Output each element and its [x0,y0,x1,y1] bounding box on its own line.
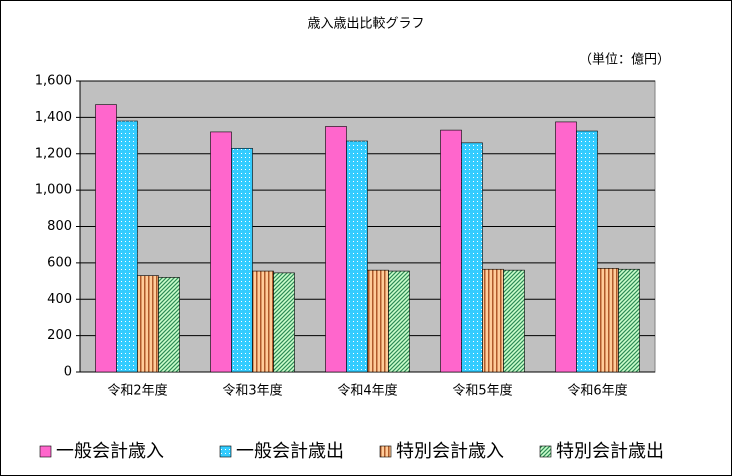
bar [388,270,410,373]
bar [482,268,504,373]
y-tick-label: 200 [47,328,72,343]
x-tick-label: 令和3年度 [222,383,282,399]
unit-label: （単位：億円） [579,52,670,68]
legend-swatch [379,445,392,458]
x-tick-label: 令和4年度 [337,383,397,399]
bar [367,269,389,373]
y-tick-label: 1,200 [35,146,72,161]
bar [325,126,347,373]
bar [231,147,253,373]
y-tick-label: 400 [47,292,72,307]
legend-label: 一般会計歳入 [56,441,164,462]
legend-swatch [39,445,52,458]
y-tick-label: 800 [47,219,72,234]
bar [95,104,117,373]
x-tick-label: 令和2年度 [107,383,167,399]
legend-label: 一般会計歳出 [236,441,344,462]
bar [252,270,274,373]
bar [346,140,368,373]
bar [116,120,138,373]
legend-label: 特別会計歳入 [396,441,504,462]
y-tick-label: 1,600 [35,74,72,89]
y-tick-label: 600 [47,255,72,270]
chart-title: 歳入歳出比較グラフ [307,17,424,32]
x-tick-label: 令和6年度 [567,383,627,399]
bar [461,142,483,373]
bar [618,268,640,373]
x-tick-label: 令和5年度 [452,383,512,399]
bar [555,121,577,373]
y-tick-label: 1,400 [35,110,72,125]
bar [576,130,598,373]
y-tick-label: 1,000 [35,183,72,198]
bar [137,275,159,373]
bar [440,129,462,373]
legend-swatch [219,445,232,458]
y-tick-label: 0 [64,365,72,380]
bar [158,277,180,373]
bar [503,269,525,373]
legend-swatch [539,445,552,458]
legend-label: 特別会計歳出 [556,441,664,462]
bar [597,268,619,373]
bar [273,272,295,373]
bar [210,131,232,373]
